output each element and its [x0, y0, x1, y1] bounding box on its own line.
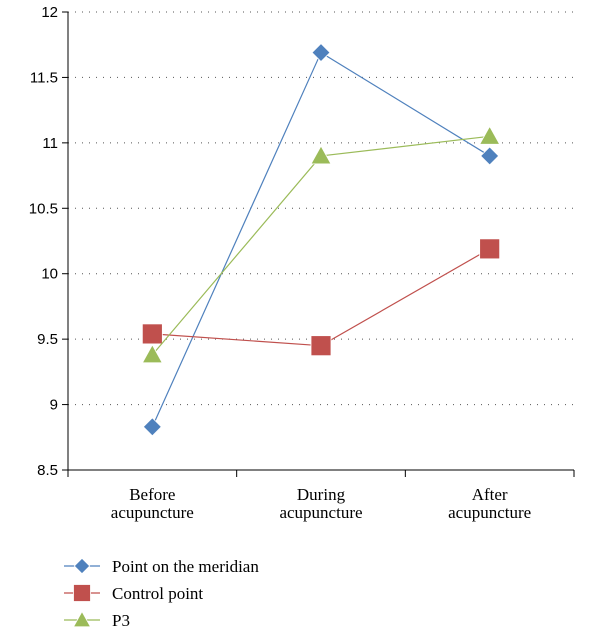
series-2 [141, 125, 501, 364]
x-category-label: acupuncture [279, 503, 362, 522]
x-category-label: acupuncture [448, 503, 531, 522]
series-0 [142, 43, 500, 437]
series [141, 43, 501, 437]
y-tick-label: 10.5 [29, 200, 58, 217]
y-tick-label: 8.5 [37, 462, 58, 479]
legend-item: Point on the meridian [64, 557, 259, 576]
legend: Point on the meridian Control point P3 [64, 557, 259, 630]
y-tick-label: 10 [41, 266, 58, 283]
data-point [480, 146, 500, 166]
x-ticks: BeforeacupunctureDuringacupunctureAftera… [67, 470, 575, 522]
x-category-label: During [297, 485, 346, 504]
axes [67, 12, 574, 471]
legend-item: P3 [64, 610, 130, 630]
data-point [310, 145, 332, 165]
series-1 [141, 238, 501, 357]
y-tick-label: 11.5 [30, 69, 58, 86]
legend-label: Control point [112, 584, 203, 603]
data-point [479, 125, 501, 145]
data-point [141, 323, 163, 345]
data-point [311, 43, 331, 63]
y-tick-label: 9 [50, 397, 58, 414]
x-category-label: acupuncture [111, 503, 194, 522]
y-tick-label: 11 [42, 135, 58, 152]
data-point [310, 335, 332, 357]
y-tick-label: 9.5 [37, 331, 58, 348]
legend-label: Point on the meridian [112, 557, 259, 576]
series-line [151, 51, 490, 428]
data-point [142, 417, 162, 437]
y-ticks: 8.5 9 9.5 10 10.5 11 11.5 12 [29, 4, 68, 479]
legend-marker [72, 610, 92, 628]
legend-marker [73, 584, 91, 602]
data-point [479, 238, 501, 260]
data-point [141, 344, 163, 364]
x-category-label: Before [129, 485, 175, 504]
legend-item: Control point [64, 584, 203, 603]
legend-marker [73, 557, 91, 575]
y-tick-label: 12 [41, 4, 58, 21]
legend-label: P3 [112, 611, 130, 630]
series-line [151, 135, 490, 356]
x-category-label: After [472, 485, 508, 504]
series-line [152, 248, 490, 347]
